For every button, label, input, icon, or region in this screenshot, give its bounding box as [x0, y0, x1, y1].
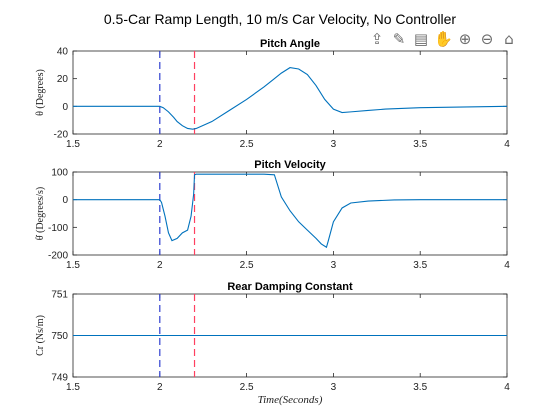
- plot-pitch-angle: Pitch Angle 1.5 2 2.5 3 3.5 4 -20 0 20 40 θ (Degree…: [35, 38, 510, 150]
- plot-title: Pitch Angle: [260, 38, 320, 50]
- series-line: [73, 173, 507, 249]
- figure-toolbar: ⇪ ✎ ▤ ✋ ⊕ ⊖ ⌂: [368, 30, 518, 48]
- x-tick-label: 4: [504, 260, 510, 271]
- data-tip-icon[interactable]: ▤: [413, 30, 429, 48]
- brush-icon[interactable]: ✎: [392, 30, 406, 48]
- figure-title: 0.5-Car Ramp Length, 10 m/s Car Velocity…: [104, 11, 457, 27]
- y-axis-label: θ̇ (Degrees/s): [35, 187, 46, 240]
- y-axis-label: Cr (Ns/m): [35, 315, 46, 356]
- x-tick-label: 2: [157, 139, 163, 150]
- x-axis-label: Time(Seconds): [258, 394, 323, 406]
- series-line: [73, 67, 507, 130]
- pan-hand-icon[interactable]: ✋: [434, 30, 453, 48]
- y-tick-label: -20: [54, 130, 69, 141]
- x-tick-label: 1.5: [66, 139, 80, 150]
- zoom-in-icon[interactable]: ⊕: [458, 30, 472, 48]
- x-tick-label: 2.5: [240, 260, 254, 271]
- y-tick-label: 100: [51, 168, 68, 179]
- x-tick-label: 2.5: [240, 139, 254, 150]
- y-tick-label: 0: [62, 195, 68, 206]
- x-tick-label: 1.5: [66, 260, 80, 271]
- x-tick-label: 1.5: [66, 382, 80, 393]
- y-tick-label: 40: [57, 47, 69, 58]
- y-tick-label: -200: [48, 251, 68, 262]
- x-tick-label: 3: [331, 139, 337, 150]
- y-tick-label: -100: [48, 223, 68, 234]
- plot-title: Pitch Velocity: [254, 159, 326, 171]
- home-icon[interactable]: ⌂: [504, 30, 514, 48]
- y-tick-label: 20: [57, 74, 69, 85]
- plot-title: Rear Damping Constant: [227, 281, 353, 293]
- y-tick-label: 750: [51, 331, 68, 342]
- x-tick-label: 4: [504, 382, 510, 393]
- x-tick-label: 3: [331, 382, 337, 393]
- axes-box: [72, 171, 508, 256]
- plot-pitch-velocity: Pitch Velocity 1.5 2 2.5 3 3.5 4 -200 -100 0 100 θ̇…: [35, 159, 510, 271]
- x-tick-label: 3: [331, 260, 337, 271]
- plot-rear-damping: Rear Damping Constant 1.5 2 2.5 3 3.5 4 749 750 7…: [35, 281, 510, 406]
- x-tick-label: 4: [504, 139, 510, 150]
- x-tick-label: 3.5: [413, 139, 427, 150]
- x-tick-label: 3.5: [413, 260, 427, 271]
- y-tick-label: 0: [62, 102, 68, 113]
- y-axis-label: θ (Degrees): [35, 69, 46, 116]
- y-tick-label: 749: [51, 373, 68, 384]
- y-tick-label: 751: [51, 290, 68, 301]
- x-tick-label: 2: [157, 260, 163, 271]
- x-tick-label: 2.5: [240, 382, 254, 393]
- zoom-out-icon[interactable]: ⊖: [480, 30, 494, 48]
- export-icon[interactable]: ⇪: [370, 30, 384, 48]
- x-tick-label: 3.5: [413, 382, 427, 393]
- x-tick-label: 2: [157, 382, 163, 393]
- axes-box: [72, 50, 508, 135]
